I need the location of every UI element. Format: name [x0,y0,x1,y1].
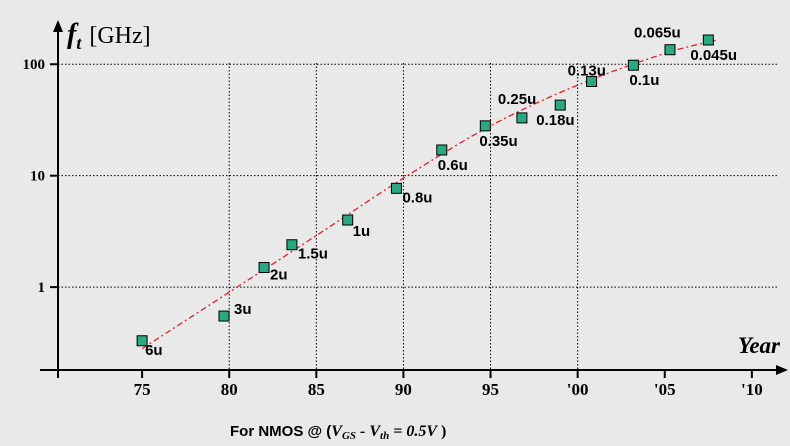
data-label: 0.25u [498,91,536,108]
x-tick-label: '05 [654,380,676,399]
y-axis-label: ft [GHz] [67,19,151,53]
data-label: 0.065u [634,25,681,42]
data-point [479,120,491,132]
x-axis-label: Year [738,333,781,358]
x-tick-label: 75 [134,380,151,399]
data-point [436,144,448,156]
data-label: 0.18u [536,112,574,129]
data-label: 3u [234,301,252,318]
data-label: 0.8u [402,189,432,206]
data-label: 1.5u [298,246,328,263]
data-point [390,182,402,194]
data-label: 0.35u [479,133,517,150]
x-tick-label: 85 [308,380,325,399]
data-point [516,112,528,124]
x-tick-label: 80 [221,380,238,399]
data-label: 2u [270,266,288,283]
data-point [342,214,354,226]
data-point [627,59,639,71]
x-tick-label: 95 [482,380,499,399]
y-tick-label: 100 [23,57,46,73]
tick-layer: 1 10 100 75 80 85 90 95 '00 '05 '10 [23,57,763,399]
footnote: For NMOS @ (VGS - Vth = 0.5V ) [230,423,446,442]
data-label: 0.045u [690,47,737,64]
x-axis-arrow-icon [776,365,788,375]
data-point [586,76,598,88]
data-label: 0.1u [629,72,659,89]
y-tick-label: 10 [30,169,45,185]
data-label: 0.6u [438,157,468,174]
data-point [218,310,230,322]
data-point [702,34,714,46]
data-label: 0.13u [568,63,606,80]
axis-layer [40,20,788,378]
data-point [258,261,270,273]
data-label: 1u [353,223,371,240]
data-point [136,335,148,347]
x-tick-label: '00 [567,380,589,399]
x-tick-label: 90 [395,380,412,399]
y-axis-arrow-icon [53,20,63,32]
x-tick-label: '10 [741,380,763,399]
data-point [664,44,676,56]
y-tick-label: 1 [38,280,46,296]
point-layer [136,34,714,347]
data-point [554,99,566,111]
data-label: 6u [145,342,163,359]
data-point [286,239,298,251]
